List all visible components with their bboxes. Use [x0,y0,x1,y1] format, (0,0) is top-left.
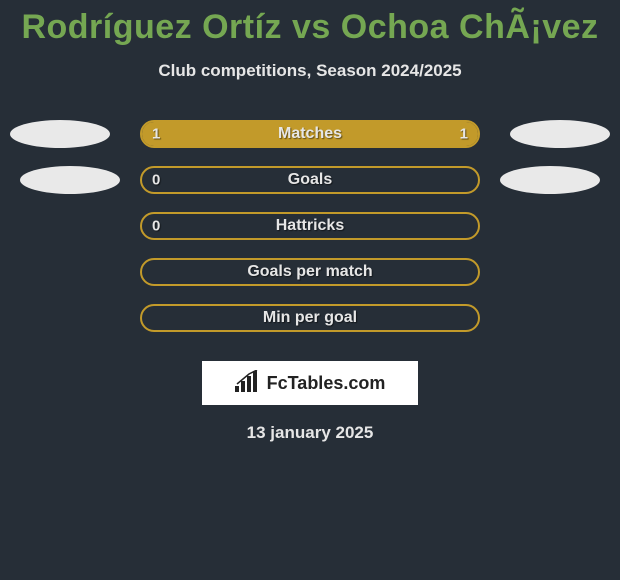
stat-row: Min per goal [0,295,620,341]
bar-label: Min per goal [263,309,357,327]
logo-icon [235,370,263,397]
bar-value-left: 0 [152,172,160,189]
stat-bar: Min per goal [140,304,480,332]
page-title: Rodríguez Ortíz vs Ochoa ChÃ¡vez [0,0,620,47]
stat-bar: 0 Hattricks [140,212,480,240]
player-left-avatar [10,120,110,148]
stat-bar: Goals per match [140,258,480,286]
bar-value-right: 1 [460,126,468,143]
player-right-avatar [510,120,610,148]
stat-bar: 1 1 Matches [140,120,480,148]
stat-rows: 1 1 Matches 0 Goals 0 Hattricks Goals per match… [0,111,620,341]
bar-label: Goals [288,171,332,189]
bar-label: Matches [278,125,342,143]
stat-row: 1 1 Matches [0,111,620,157]
player-left-avatar [20,166,120,194]
stat-row: Goals per match [0,249,620,295]
subtitle: Club competitions, Season 2024/2025 [0,61,620,81]
logo-text: FcTables.com [267,373,386,394]
stat-row: 0 Hattricks [0,203,620,249]
date-text: 13 january 2025 [0,423,620,443]
bar-value-left: 0 [152,218,160,235]
logo-box: FcTables.com [202,361,418,405]
player-right-avatar [500,166,600,194]
bar-label: Hattricks [276,217,344,235]
stat-row: 0 Goals [0,157,620,203]
stat-bar: 0 Goals [140,166,480,194]
bar-value-left: 1 [152,126,160,143]
bar-label: Goals per match [247,263,372,281]
